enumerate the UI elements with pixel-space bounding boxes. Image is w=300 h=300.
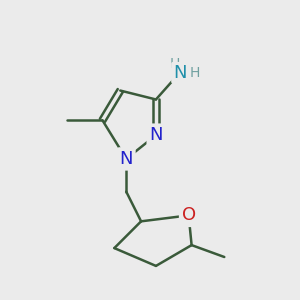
Text: N: N [119, 150, 133, 168]
Text: O: O [182, 206, 196, 224]
Text: N: N [149, 126, 163, 144]
Text: N: N [173, 64, 187, 82]
Text: H: H [169, 57, 180, 71]
Text: H: H [189, 66, 200, 80]
